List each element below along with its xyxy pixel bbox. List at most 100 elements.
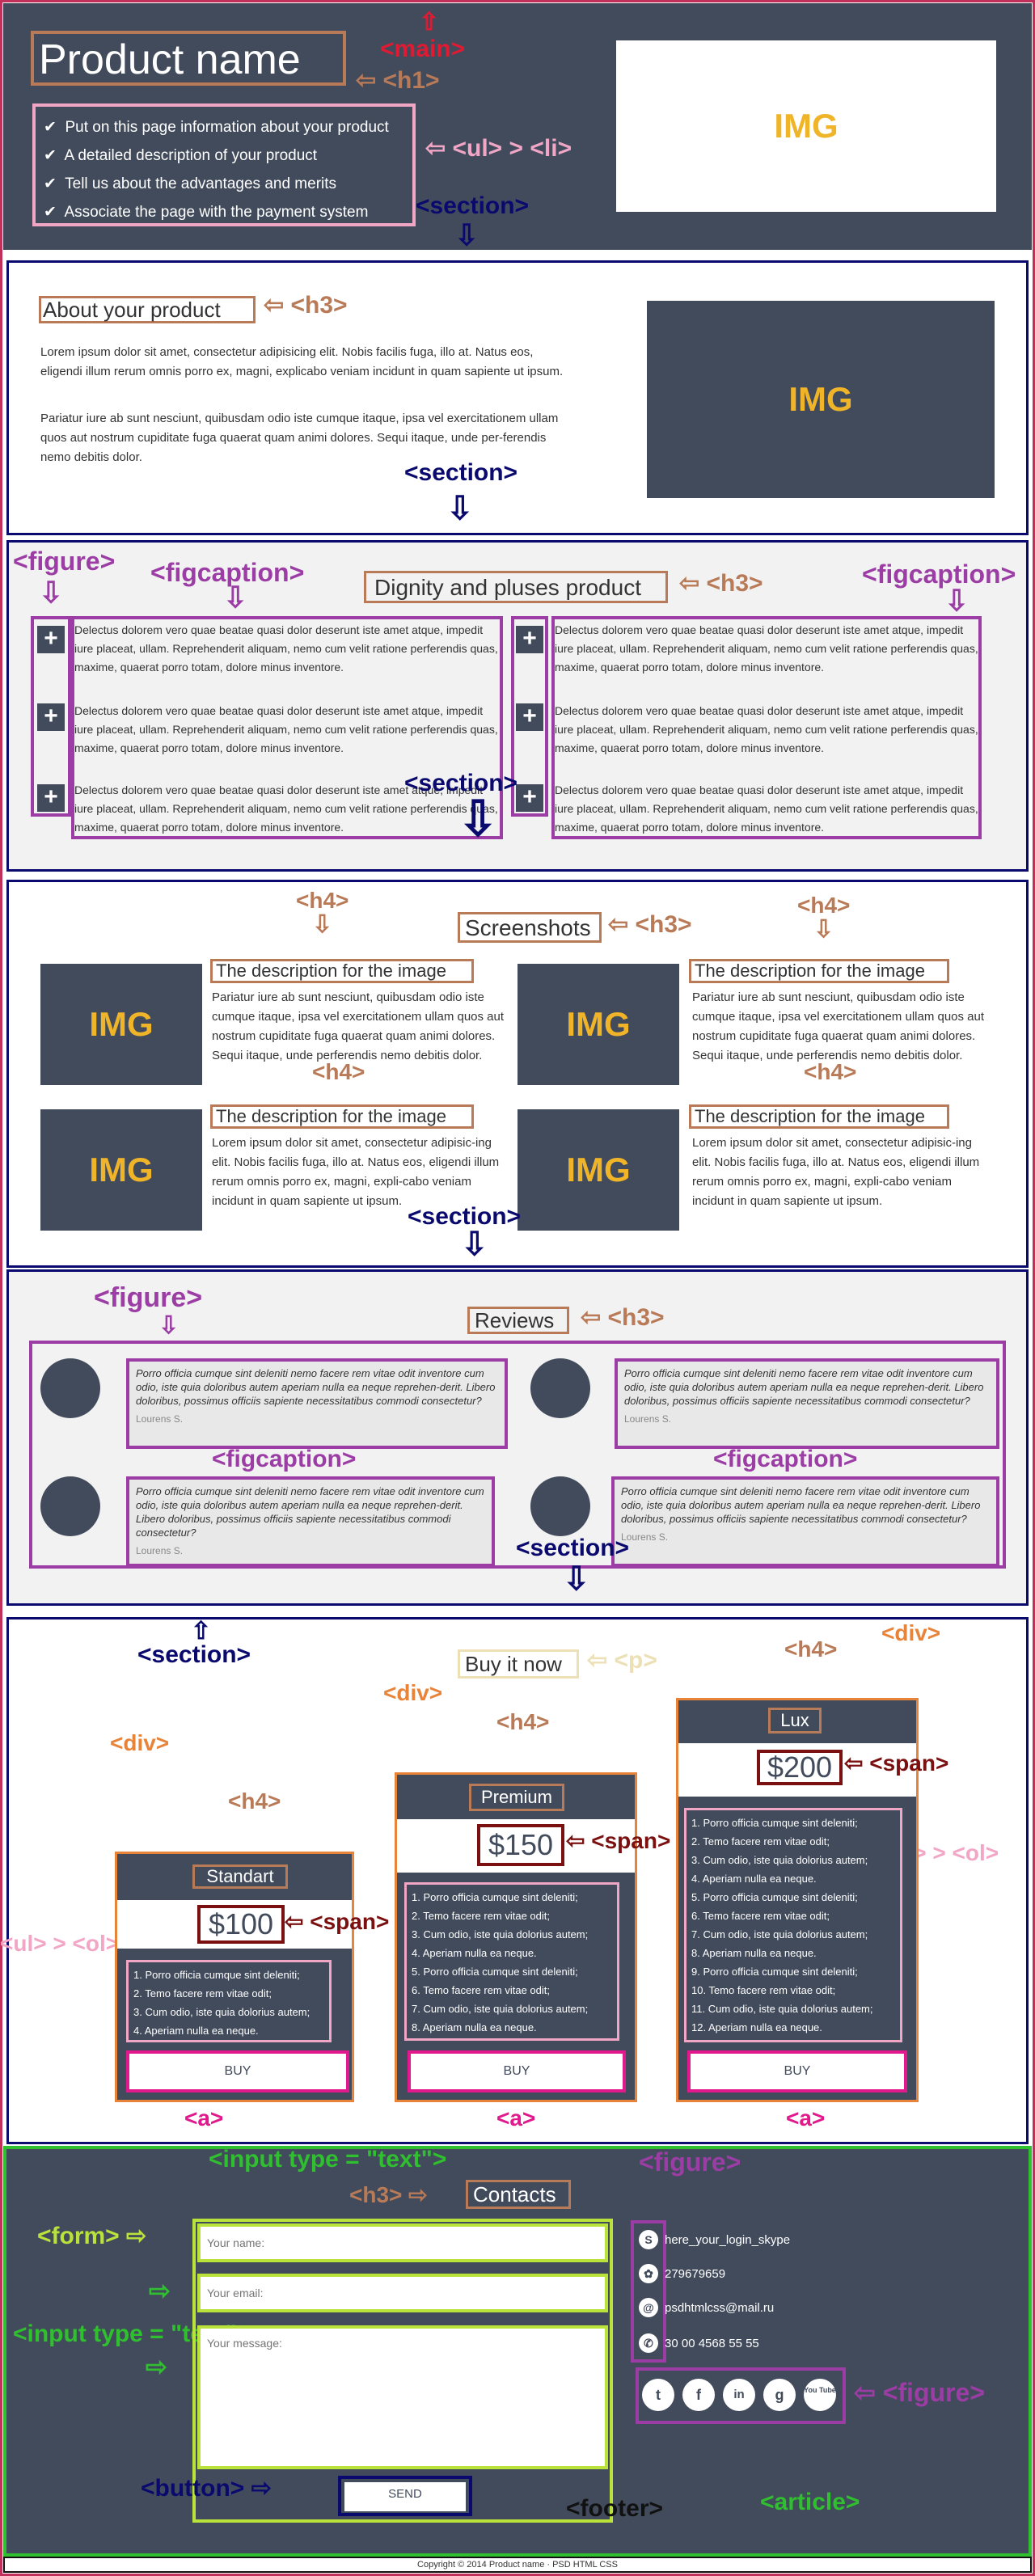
plan-feature: 5. Porro officia cumque sint deleniti;	[691, 1891, 858, 1903]
ann-a: <a>	[786, 2105, 826, 2130]
dignity-title: Dignity and pluses product	[364, 571, 668, 603]
ann-figure-reviews-arrow: ⇩	[158, 1312, 180, 1339]
ann-footer: <footer>	[566, 2495, 664, 2522]
dignity-item-text: Delectus dolorem vero quae beatae quasi …	[74, 623, 498, 674]
screenshot-caption-text: Pariatur iure ab sunt nesciunt, quibusda…	[212, 990, 505, 1062]
avatar	[530, 1358, 590, 1418]
review-figcaption	[615, 1358, 999, 1449]
contact-info-figure	[631, 2220, 666, 2363]
ann-section-3: <section>	[404, 770, 518, 796]
ann-h4: <h4>	[804, 1059, 857, 1084]
ann-h3-reviews: ⇦ <h3>	[581, 1304, 665, 1331]
screenshot-caption-text: Lorem ipsum dolor sit amet, consectetur …	[692, 1136, 980, 1208]
footer	[3, 2557, 1032, 2573]
ann-main-arrow: ⇧	[419, 9, 440, 36]
plan-feature: 11. Cum odio, iste quia dolorius autem;	[691, 2003, 873, 2015]
youtube-icon[interactable]: You Tube	[804, 2379, 836, 2411]
social-figure	[636, 2367, 846, 2424]
plan-title: Lux	[768, 1708, 822, 1734]
review-author: Lourens S.	[621, 1531, 669, 1543]
linkedin-icon[interactable]: in	[723, 2379, 755, 2411]
plan-price: $150	[477, 1824, 564, 1866]
plan-feature: 10. Temo facere rem vitae odit;	[691, 1984, 836, 1996]
ann-main: <main>	[380, 36, 466, 62]
about-title: About your product	[39, 296, 256, 323]
ann-section-6: <section>	[137, 1641, 251, 1668]
ann-figure-dignity-arrow: ⇩	[39, 576, 64, 609]
plus-icon: +	[37, 784, 65, 812]
plan-feature: 2. Temo facere rem vitae odit;	[412, 1910, 551, 1922]
plan-feature: 6. Temo facere rem vitae odit;	[691, 1910, 830, 1922]
bullet-item: ✔ Associate the page with the payment sy…	[44, 204, 369, 221]
ann-section-2: <section>	[404, 459, 518, 486]
ann-h3-contacts: <h3> ⇨	[349, 2182, 428, 2207]
check-icon: ✔	[44, 119, 57, 136]
header-bullets: ✔ Put on this page information about you…	[32, 103, 416, 226]
review-author: Lourens S.	[136, 1545, 184, 1556]
google-icon[interactable]: g	[763, 2379, 796, 2411]
email-input[interactable]	[197, 2274, 608, 2312]
dignity-item-text: Delectus dolorem vero quae beatae quasi …	[74, 704, 498, 754]
dignity-figure-left	[31, 616, 71, 817]
ann-figure-social: ⇦ <figure>	[854, 2378, 985, 2407]
about-paragraph-1: Lorem ipsum dolor sit amet, consectetur …	[40, 345, 564, 378]
contact-form	[192, 2219, 613, 2523]
send-button[interactable]: SEND	[344, 2482, 466, 2511]
plan-feature: 3. Cum odio, iste quia dolorius autem;	[691, 1854, 868, 1866]
ann-span: ⇦ <span>	[566, 1828, 671, 1853]
ann-figure-contacts: <figure>	[639, 2147, 741, 2177]
plan-feature: 8. Aperiam nulla ea neque.	[412, 2021, 537, 2033]
screenshot-caption-text: Lorem ipsum dolor sit amet, consectetur …	[212, 1136, 500, 1208]
review-text: Porro officia cumque sint deleniti nemo …	[129, 1362, 505, 1446]
reviews-title: Reviews	[467, 1307, 569, 1334]
ann-section-4: <section>	[408, 1203, 522, 1230]
plan-feature: 6. Temo facere rem vitae odit;	[412, 1984, 551, 1996]
buy-button[interactable]: BUY	[126, 2050, 349, 2092]
buy-title: Buy it now	[458, 1649, 579, 1679]
buy-button[interactable]: BUY	[408, 2050, 626, 2092]
check-icon: ✔	[44, 147, 57, 164]
plan-feature: 1. Porro officia cumque sint deleniti;	[133, 1969, 300, 1981]
ann-section-6-arrow: ⇧	[191, 1618, 212, 1645]
page-title-text: Product name	[39, 36, 301, 83]
buy-button[interactable]: BUY	[687, 2050, 907, 2092]
review-text: Porro officia cumque sint deleniti nemo …	[618, 1362, 996, 1446]
dignity-figcaption-right	[551, 616, 982, 839]
ann-h4: <h4>	[784, 1636, 838, 1662]
skype-icon: S	[639, 2230, 658, 2249]
at-icon: @	[639, 2298, 658, 2317]
message-textarea[interactable]	[197, 2325, 608, 2469]
send-button-outline	[338, 2476, 472, 2516]
ann-button: <button> ⇨	[141, 2475, 272, 2502]
name-input[interactable]	[197, 2223, 608, 2262]
ann-ul-ol: <ul> > <ol>	[0, 1931, 120, 1956]
plan-feature: 4. Aperiam nulla ea neque.	[691, 1873, 817, 1885]
ann-h4: <h4>	[296, 888, 349, 913]
ann-span: ⇦ <span>	[844, 1750, 949, 1776]
ann-section-5: <section>	[516, 1535, 630, 1561]
ann-h4: <h4>	[797, 893, 851, 918]
ann-a: <a>	[496, 2105, 536, 2130]
plus-icon: +	[516, 703, 543, 731]
review-figcaption	[126, 1358, 508, 1449]
dignity-figcaption-left	[71, 616, 503, 839]
plan-feature: 2. Temo facere rem vitae odit;	[133, 1987, 272, 2000]
page-title: Product name	[31, 31, 346, 86]
facebook-icon[interactable]: f	[682, 2379, 715, 2411]
ann-figcaption-2-arrow: ⇩	[944, 584, 970, 617]
ann-span: ⇦ <span>	[285, 1909, 390, 1934]
plan-feature: 4. Aperiam nulla ea neque.	[412, 1947, 537, 1959]
ann-h4: <h4>	[228, 1788, 281, 1814]
check-icon: ✔	[44, 204, 57, 221]
ann-figure-dignity: <figure>	[13, 547, 116, 576]
twitter-icon[interactable]: t	[642, 2379, 674, 2411]
about-paragraph-2: Pariatur iure ab sunt nesciunt, quibusda…	[40, 412, 559, 464]
screenshot-image: IMG	[518, 964, 679, 1085]
plan-feature: 1. Porro officia cumque sint deleniti;	[691, 1817, 858, 1829]
plan-feature: 12. Aperiam nulla ea neque.	[691, 2021, 822, 2033]
review-text: Porro officia cumque sint deleniti nemo …	[615, 1480, 996, 1564]
ann-section-3-arrow: ⇩	[458, 792, 499, 846]
plan-feature: 2. Temo facere rem vitae odit;	[691, 1835, 830, 1848]
ann-section-4-arrow: ⇩	[461, 1227, 488, 1262]
plan-feature: 7. Cum odio, iste quia dolorius autem;	[691, 1928, 868, 1940]
